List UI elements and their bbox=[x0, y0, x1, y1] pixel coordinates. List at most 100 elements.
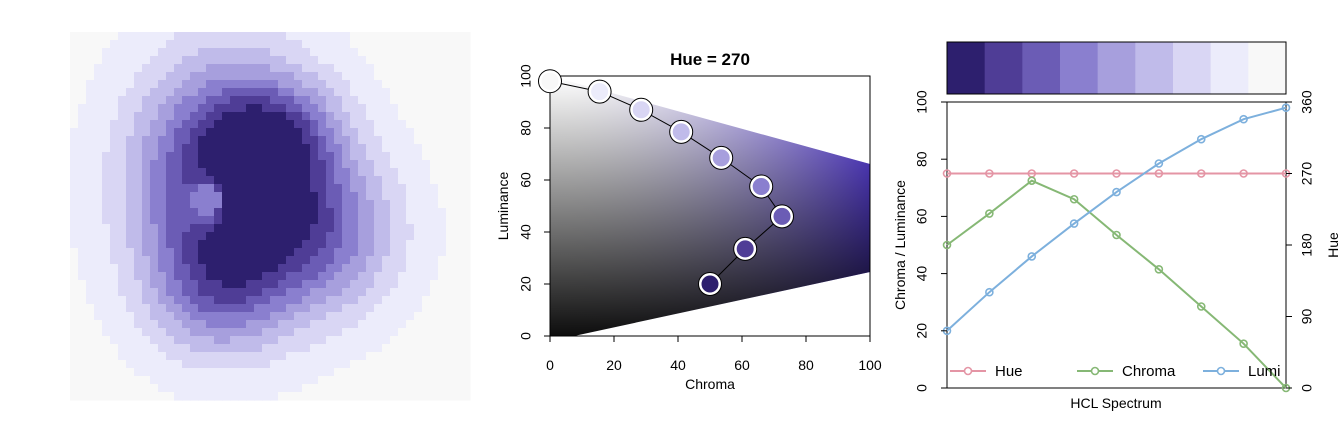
heatmap-cell bbox=[126, 384, 135, 393]
heatmap-cell bbox=[198, 104, 207, 113]
heatmap-cell bbox=[462, 296, 471, 305]
heatmap-cell bbox=[118, 160, 127, 169]
heatmap-cell bbox=[86, 176, 95, 185]
heatmap-cell bbox=[342, 304, 351, 313]
heatmap-cell bbox=[438, 184, 447, 193]
heatmap-cell bbox=[398, 256, 407, 265]
heatmap-cell bbox=[318, 64, 327, 73]
heatmap-cell bbox=[454, 272, 463, 281]
heatmap-cell bbox=[86, 40, 95, 49]
heatmap-cell bbox=[358, 152, 367, 161]
heatmap-cell bbox=[142, 224, 151, 233]
heatmap-cell bbox=[102, 280, 111, 289]
heatmap-cell bbox=[406, 280, 415, 289]
heatmap-cell bbox=[382, 64, 391, 73]
heatmap-cell bbox=[350, 176, 359, 185]
heatmap-cell bbox=[358, 80, 367, 89]
heatmap-cell bbox=[446, 168, 455, 177]
heatmap-cell bbox=[198, 64, 207, 73]
heatmap-cell bbox=[110, 176, 119, 185]
heatmap-cell bbox=[118, 304, 127, 313]
heatmap-cell bbox=[150, 328, 159, 337]
heatmap-cell bbox=[142, 192, 151, 201]
heatmap-cell bbox=[302, 272, 311, 281]
heatmap-cell bbox=[390, 344, 399, 353]
heatmap-cell bbox=[382, 336, 391, 345]
heatmap-cell bbox=[270, 328, 279, 337]
heatmap-cell bbox=[422, 208, 431, 217]
heatmap-cell bbox=[246, 56, 255, 65]
heatmap-cell bbox=[110, 128, 119, 137]
heatmap-cell bbox=[270, 264, 279, 273]
heatmap-cell bbox=[382, 32, 391, 41]
heatmap-cell bbox=[214, 88, 223, 97]
heatmap-cell bbox=[302, 152, 311, 161]
heatmap-cell bbox=[270, 136, 279, 145]
heatmap-cell bbox=[438, 200, 447, 209]
heatmap-cell bbox=[342, 336, 351, 345]
heatmap-cell bbox=[278, 376, 287, 385]
heatmap-cell bbox=[166, 152, 175, 161]
heatmap-cell bbox=[422, 168, 431, 177]
heatmap-cell bbox=[190, 264, 199, 273]
heatmap-cell bbox=[310, 272, 319, 281]
heatmap-cell bbox=[302, 280, 311, 289]
heatmap-cell bbox=[294, 40, 303, 49]
heatmap-cell bbox=[342, 48, 351, 57]
heatmap-cell bbox=[334, 368, 343, 377]
heatmap-cell bbox=[262, 192, 271, 201]
heatmap-cell bbox=[182, 80, 191, 89]
heatmap-cell bbox=[366, 168, 375, 177]
heatmap-cell bbox=[126, 112, 135, 121]
heatmap-cell bbox=[342, 80, 351, 89]
heatmap-cell bbox=[286, 208, 295, 217]
heatmap-cell bbox=[334, 240, 343, 249]
heatmap-cell bbox=[230, 328, 239, 337]
heatmap-cell bbox=[102, 64, 111, 73]
heatmap-cell bbox=[422, 272, 431, 281]
heatmap-cell bbox=[326, 368, 335, 377]
heatmap-cell bbox=[254, 144, 263, 153]
heatmap-cell bbox=[342, 96, 351, 105]
heatmap-cell bbox=[302, 120, 311, 129]
heatmap-cell bbox=[190, 56, 199, 65]
heatmap-cell bbox=[246, 344, 255, 353]
heatmap-cell bbox=[94, 392, 103, 401]
heatmap-cell bbox=[270, 256, 279, 265]
heatmap-cell bbox=[374, 176, 383, 185]
heatmap-cell bbox=[238, 312, 247, 321]
heatmap-cell bbox=[326, 344, 335, 353]
heatmap-cell bbox=[374, 104, 383, 113]
heatmap-cell bbox=[294, 168, 303, 177]
heatmap-cell bbox=[454, 360, 463, 369]
heatmap-cell bbox=[150, 256, 159, 265]
heatmap-cell bbox=[422, 88, 431, 97]
heatmap-cell bbox=[238, 48, 247, 57]
heatmap-cell bbox=[414, 216, 423, 225]
heatmap-cell bbox=[150, 304, 159, 313]
heatmap-cell bbox=[366, 328, 375, 337]
heatmap-cell bbox=[262, 112, 271, 121]
heatmap-cell bbox=[446, 376, 455, 385]
heatmap-cell bbox=[134, 64, 143, 73]
heatmap-cell bbox=[94, 248, 103, 257]
heatmap-cell bbox=[238, 72, 247, 81]
heatmap-cell bbox=[422, 328, 431, 337]
heatmap-cell bbox=[190, 192, 199, 201]
heatmap-cell bbox=[134, 32, 143, 41]
heatmap-cell bbox=[142, 160, 151, 169]
heatmap-cell bbox=[366, 336, 375, 345]
heatmap-cell bbox=[326, 264, 335, 273]
heatmap-cell bbox=[198, 256, 207, 265]
heatmap-cell bbox=[142, 280, 151, 289]
heatmap-cell bbox=[174, 72, 183, 81]
heatmap-cell bbox=[334, 128, 343, 137]
heatmap-cell bbox=[70, 128, 79, 137]
heatmap-cell bbox=[182, 272, 191, 281]
heatmap-cell bbox=[254, 344, 263, 353]
heatmap-cell bbox=[158, 120, 167, 129]
heatmap-cell bbox=[406, 168, 415, 177]
heatmap-cell bbox=[174, 160, 183, 169]
heatmap-cell bbox=[174, 176, 183, 185]
